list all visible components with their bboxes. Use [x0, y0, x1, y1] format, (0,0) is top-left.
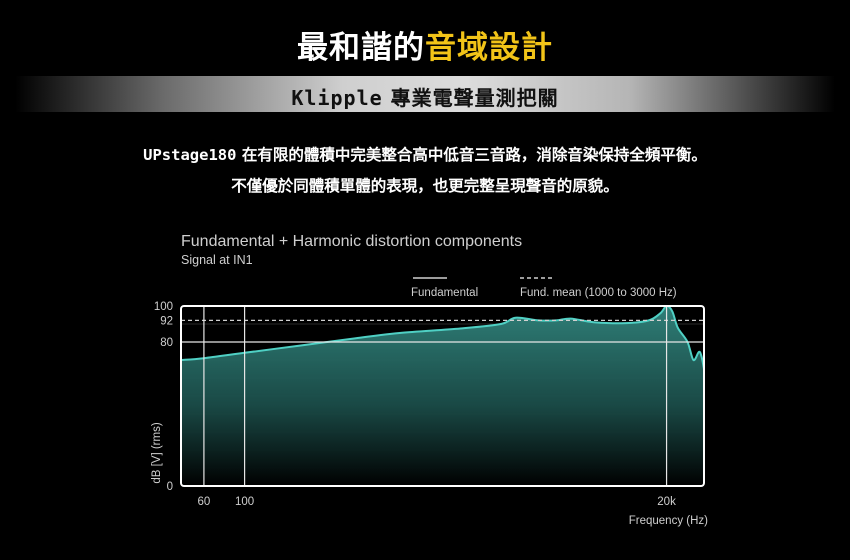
x-tick-label-100: 100 — [235, 496, 254, 508]
banner-rest: 專業電聲量測把關 — [382, 86, 559, 110]
headline: 最和諧的音域設計 — [0, 22, 850, 67]
banner-background — [15, 76, 835, 112]
x-axis-label: Frequency (Hz) — [629, 515, 708, 527]
banner-brand: Klipple — [291, 86, 383, 110]
y-tick-label-100: 100 — [154, 301, 173, 313]
x-tick-label-20k: 20k — [657, 496, 676, 508]
y-tick-labels: 100 92 80 0 — [154, 301, 173, 493]
description-line-2: 不僅優於同體積單體的表現，也更完整呈現聲音的原貌。 — [231, 177, 619, 195]
y-tick-label-0: 0 — [167, 481, 173, 493]
description-line1-rest: 在有限的體積中完美整合高中低音三音路，消除音染保持全頻平衡。 — [236, 146, 707, 164]
description-product: UPstage180 — [143, 146, 237, 164]
y-axis-label: dB [V] (rms) — [151, 422, 163, 484]
y-tick-label-92: 92 — [160, 315, 173, 327]
y-tick-label-80: 80 — [160, 337, 173, 349]
x-tick-labels: 60 100 20k — [198, 496, 677, 508]
plot-border — [180, 305, 705, 487]
banner: Klipple 專業電聲量測把關 — [0, 82, 850, 111]
fundamental-area — [181, 305, 704, 486]
description-line-1: UPstage180 在有限的體積中完美整合高中低音三音路，消除音染保持全頻平衡… — [0, 143, 850, 165]
legend-fundamental-label: Fundamental — [411, 287, 478, 299]
chart-subtitle: Signal at IN1 — [181, 253, 253, 267]
chart-title: Fundamental + Harmonic distortion compon… — [181, 233, 522, 250]
headline-yellow: 音域設計 — [425, 30, 553, 66]
headline-white: 最和諧的 — [297, 30, 425, 66]
x-tick-label-60: 60 — [198, 496, 211, 508]
vertical-gridlines — [203, 306, 668, 486]
legend-mean-label: Fund. mean (1000 to 3000 Hz) — [520, 287, 677, 299]
